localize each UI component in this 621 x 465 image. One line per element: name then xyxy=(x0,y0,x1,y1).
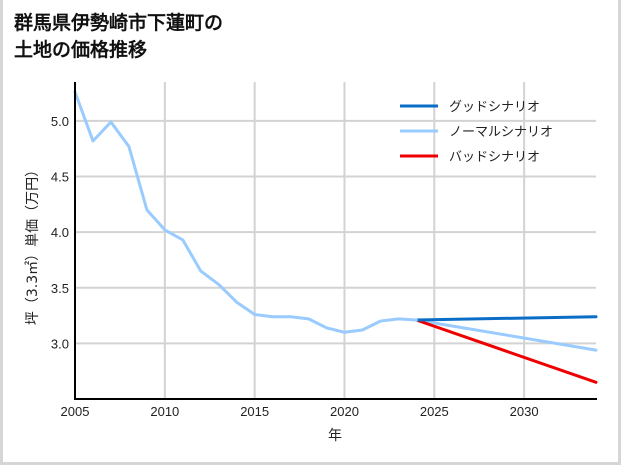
y-tick-label: 3.0 xyxy=(51,336,69,351)
x-tick-labels: 2005 2010 2015 2020 2025 2030 xyxy=(61,404,539,419)
y-tick-label: 5.0 xyxy=(51,114,69,129)
y-tick-label: 4.0 xyxy=(51,225,69,240)
x-tick-label: 2015 xyxy=(240,404,269,419)
x-tick-label: 2005 xyxy=(61,404,90,419)
series-line xyxy=(414,315,598,322)
series-line xyxy=(414,318,598,352)
x-axis-label: 年 xyxy=(328,428,342,444)
y-tick-label: 4.5 xyxy=(51,170,69,185)
legend-label: グッドシナリオ xyxy=(449,100,540,115)
x-tick-label: 2010 xyxy=(150,404,179,419)
series-line xyxy=(73,90,418,334)
legend-label: バッドシナリオ xyxy=(449,150,540,165)
axes xyxy=(74,82,597,400)
x-tick-label: 2030 xyxy=(510,404,539,419)
x-tick-label: 2020 xyxy=(330,404,359,419)
chart-title-line1: 群馬県伊勢崎市下蓮町の xyxy=(14,12,224,34)
data-series xyxy=(73,90,598,384)
series-line xyxy=(414,318,598,384)
chart-title-line2: 土地の価格推移 xyxy=(14,39,148,61)
x-tick-label: 2025 xyxy=(420,404,449,419)
chart-title: 群馬県伊勢崎市下蓮町の 土地の価格推移 xyxy=(14,10,223,64)
y-tick-label: 3.5 xyxy=(51,281,69,296)
legend-label: ノーマルシナリオ xyxy=(449,125,553,140)
y-tick-labels: 3.0 3.5 4.0 4.5 5.0 xyxy=(51,114,69,351)
y-axis-label: 坪（3.3㎡）単価（万円） xyxy=(25,163,41,325)
grid-lines xyxy=(75,82,596,399)
